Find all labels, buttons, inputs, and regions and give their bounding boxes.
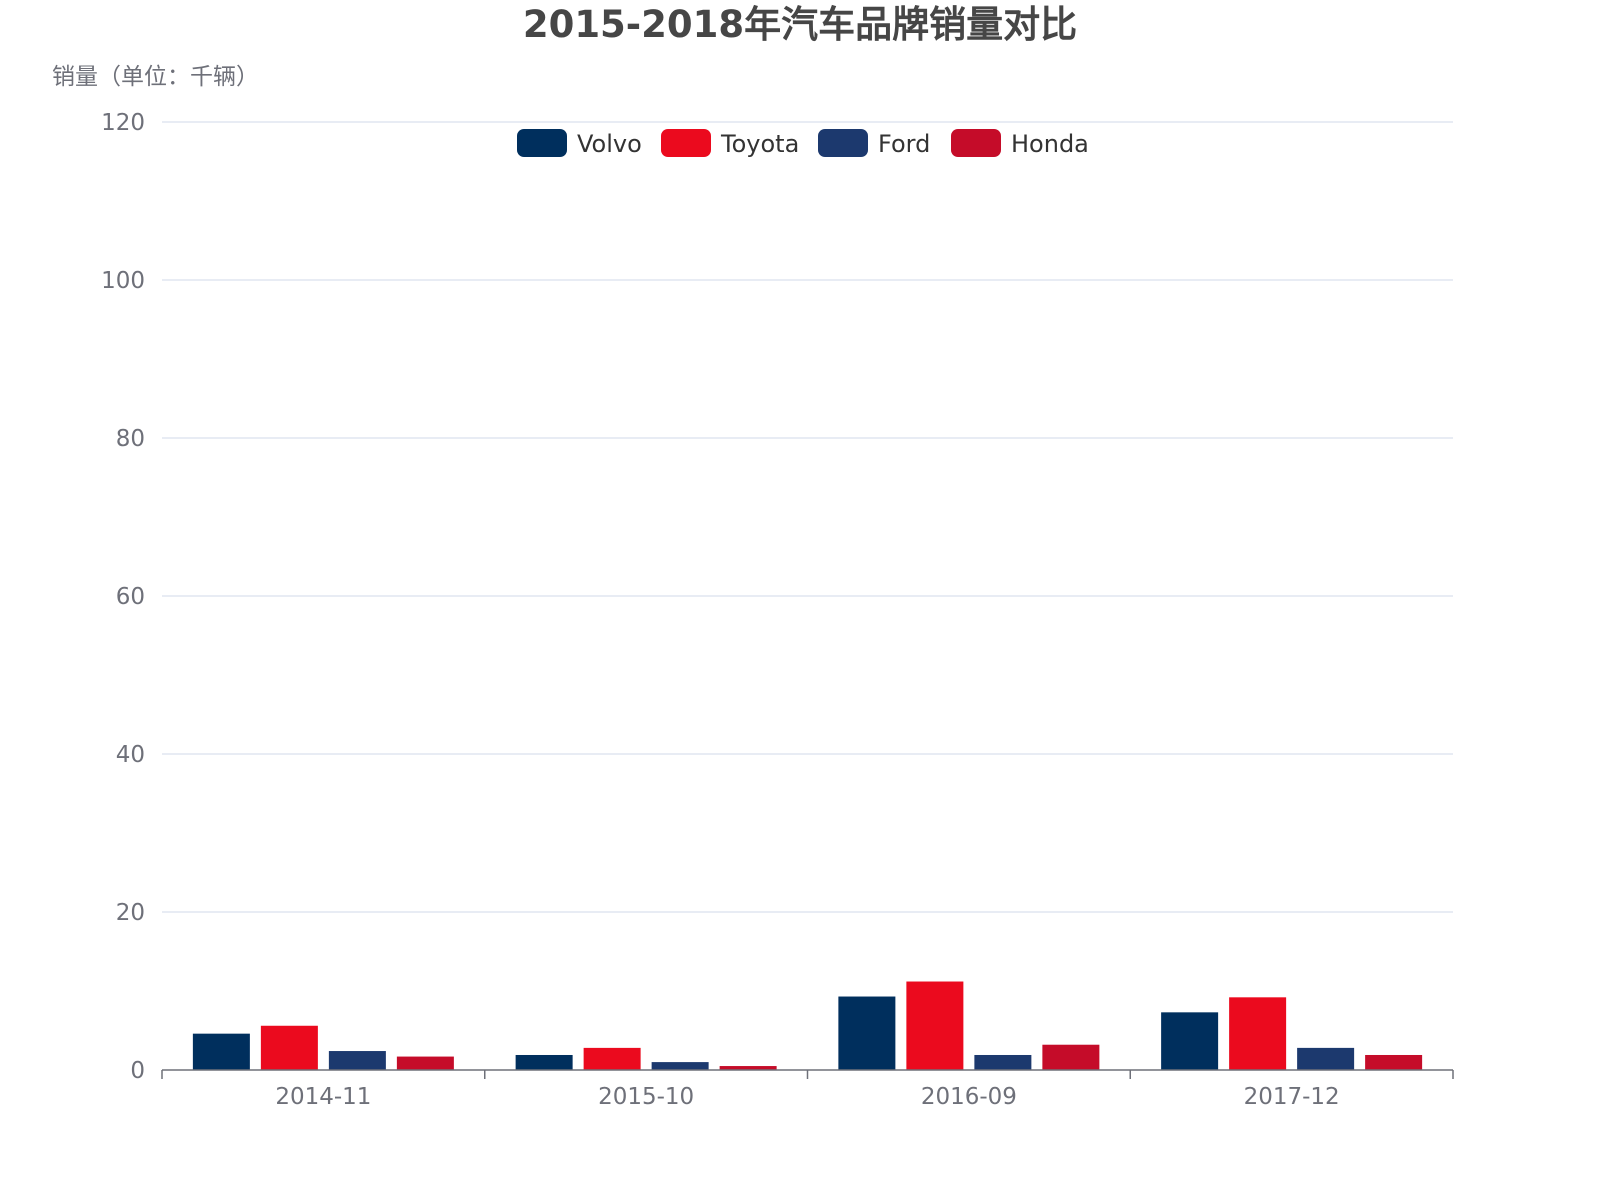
y-tick-label: 120 <box>101 110 145 136</box>
legend[interactable]: Volvo Toyota Ford Honda <box>517 129 1089 158</box>
bar-ford-2016-09[interactable] <box>974 1054 1032 1070</box>
bar-ford-2017-12[interactable] <box>1297 1047 1355 1070</box>
legend-label: Ford <box>878 130 930 158</box>
bar-toyota-2014-11[interactable] <box>260 1025 318 1070</box>
x-axis-ticks: 2014-11 2015-10 2016-09 2017-12 <box>275 1084 1339 1110</box>
bar-honda-2014-11[interactable] <box>396 1056 454 1070</box>
bar-toyota-2017-12[interactable] <box>1229 997 1287 1070</box>
legend-swatch <box>517 129 567 157</box>
bar-toyota-2015-10[interactable] <box>583 1047 641 1070</box>
bar-toyota-2016-09[interactable] <box>906 981 964 1070</box>
bar-volvo-2017-12[interactable] <box>1161 1012 1219 1070</box>
bar-honda-2017-12[interactable] <box>1365 1054 1423 1070</box>
y-tick-label: 100 <box>101 268 145 294</box>
x-tick-label: 2016-09 <box>921 1084 1017 1110</box>
bar-volvo-2016-09[interactable] <box>838 996 896 1070</box>
bar-volvo-2015-10[interactable] <box>515 1054 573 1070</box>
x-tick-label: 2015-10 <box>598 1084 694 1110</box>
x-axis <box>161 1069 1454 1079</box>
legend-label: Volvo <box>577 130 642 158</box>
bar-honda-2015-10[interactable] <box>719 1066 777 1070</box>
y-tick-label: 0 <box>130 1058 145 1084</box>
legend-label: Honda <box>1011 130 1089 158</box>
bar-ford-2015-10[interactable] <box>651 1062 709 1070</box>
legend-swatch <box>661 129 711 157</box>
bars <box>192 981 1423 1070</box>
y-axis-label: 销量（单位：千辆） <box>52 64 259 90</box>
y-tick-label: 20 <box>116 900 145 926</box>
chart-title: 2015-2018年汽车品牌销量对比 <box>523 3 1077 46</box>
y-tick-label: 40 <box>116 742 145 768</box>
x-tick-label: 2014-11 <box>275 1084 371 1110</box>
grid-lines <box>162 121 1453 913</box>
legend-item-honda[interactable]: Honda <box>951 129 1089 158</box>
legend-item-toyota[interactable]: Toyota <box>661 129 799 158</box>
legend-item-ford[interactable]: Ford <box>818 129 930 158</box>
bar-ford-2014-11[interactable] <box>328 1051 386 1070</box>
legend-item-volvo[interactable]: Volvo <box>517 129 642 158</box>
legend-swatch <box>818 129 868 157</box>
y-tick-label: 60 <box>116 584 145 610</box>
y-tick-label: 80 <box>116 426 145 452</box>
bar-honda-2016-09[interactable] <box>1042 1044 1100 1070</box>
y-axis-ticks: 0 20 40 60 80 100 120 <box>101 110 145 1084</box>
bar-volvo-2014-11[interactable] <box>192 1033 250 1070</box>
legend-swatch <box>951 129 1001 157</box>
legend-label: Toyota <box>720 130 799 158</box>
x-tick-label: 2017-12 <box>1244 1084 1340 1110</box>
